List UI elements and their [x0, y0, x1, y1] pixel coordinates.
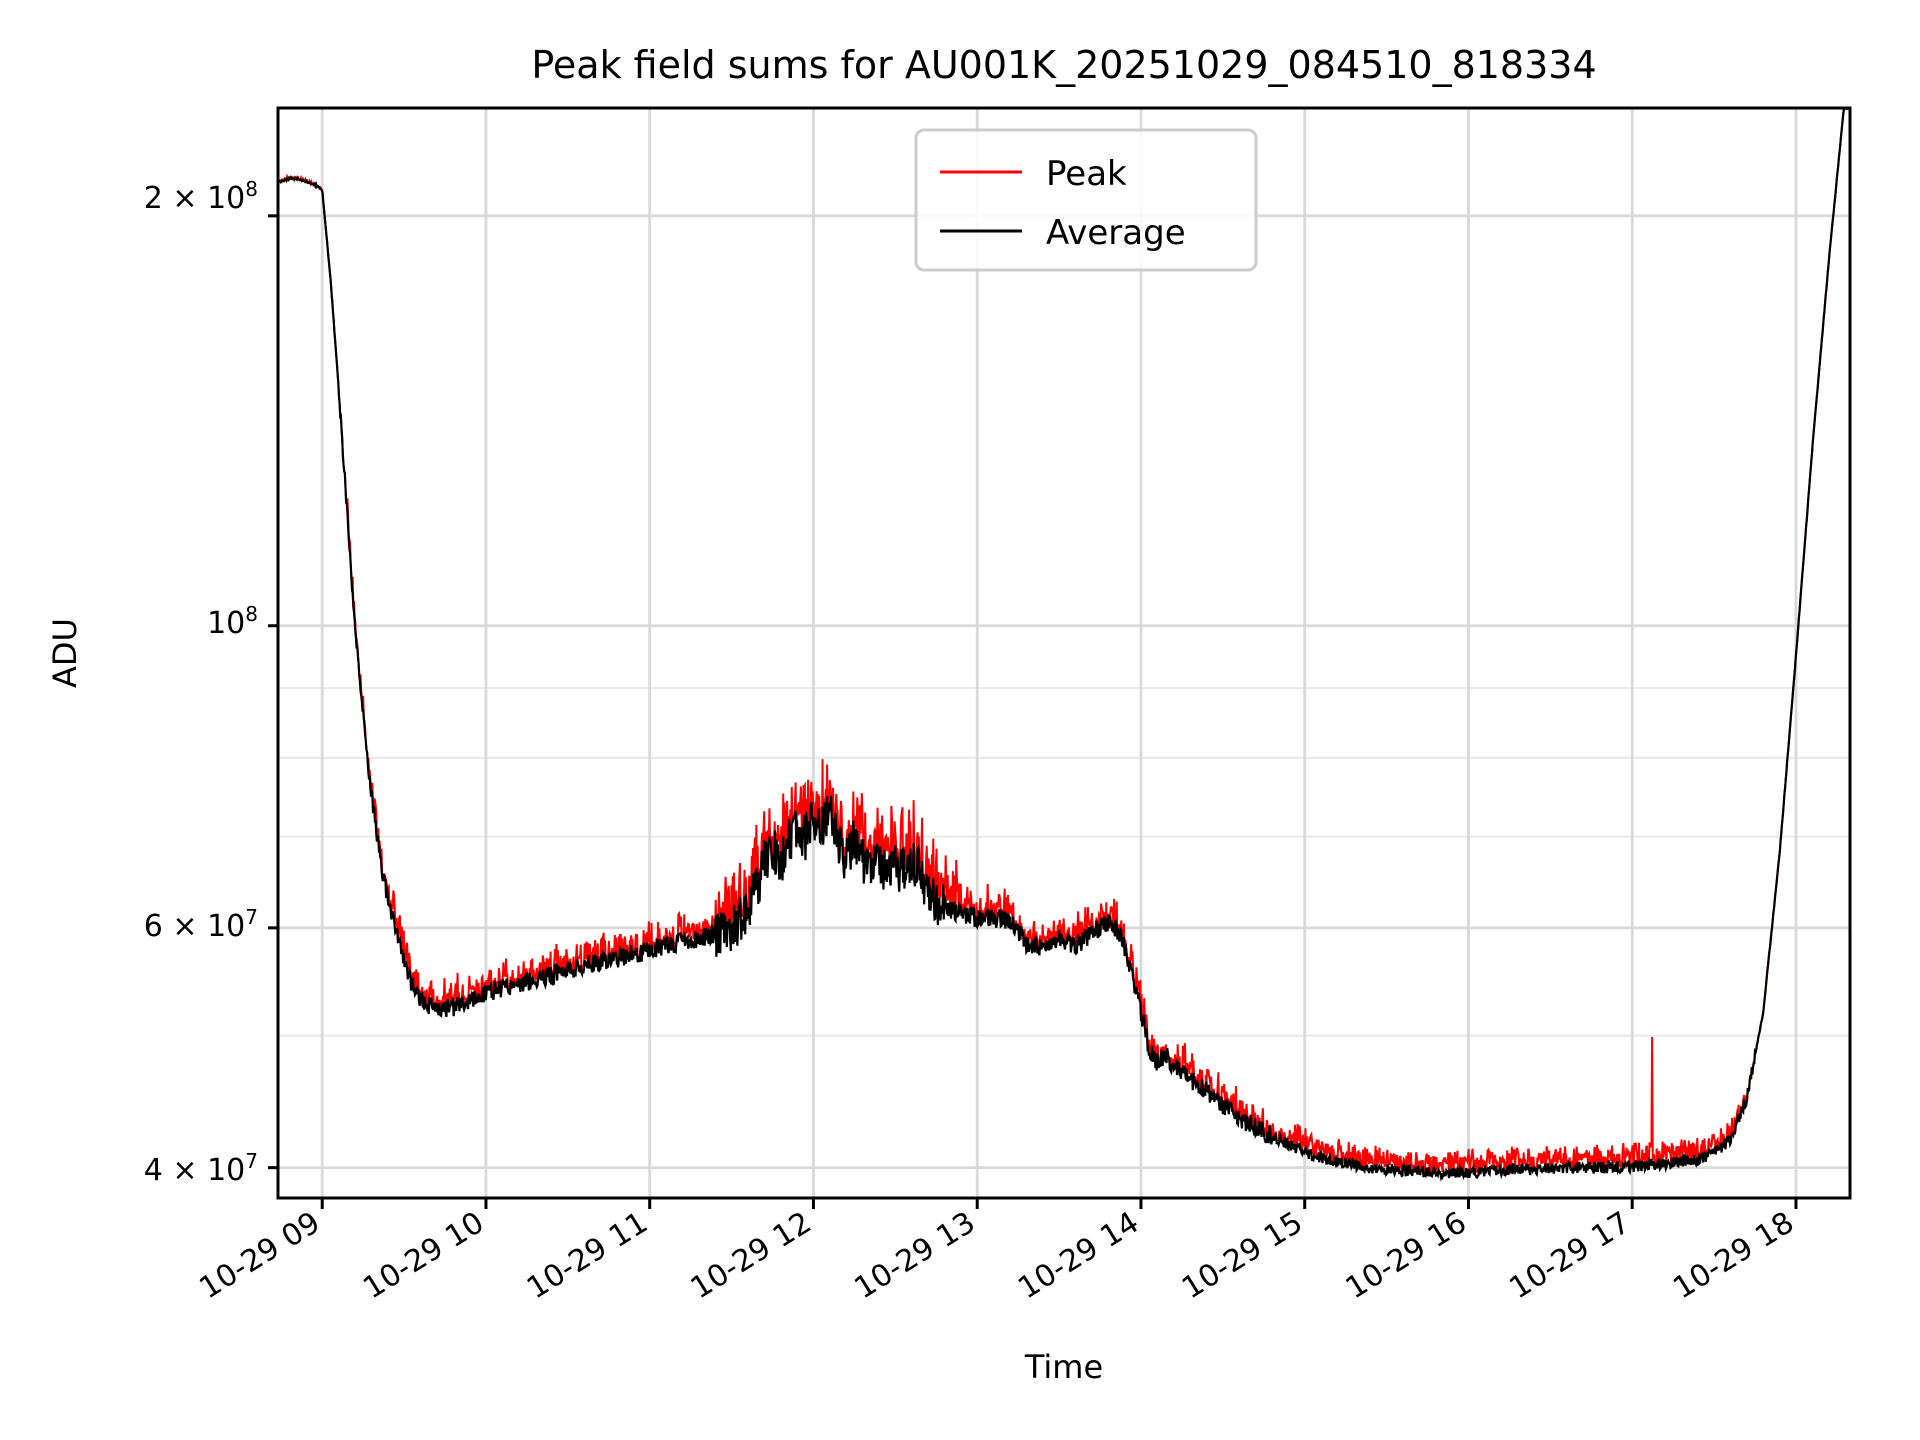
y-tick-label-4e7: 4 × 107: [144, 1149, 258, 1188]
chart-legend[interactable]: Peak Average: [914, 128, 1258, 272]
y-tick-label-1e8: 108: [207, 602, 258, 641]
legend-frame: [914, 128, 1258, 272]
legend-label-peak: Peak: [1046, 154, 1127, 194]
series-average-line: [278, 108, 1850, 1182]
x-axis-title: Time: [1024, 1348, 1103, 1386]
data-series-layer: [278, 108, 1850, 1182]
axes-spines: [276, 106, 1852, 1200]
y-axis-ticks: [268, 214, 278, 1170]
x-axis-ticks: [320, 1198, 1798, 1209]
chart-title: Peak field sums for AU001K_20251029_0845…: [531, 43, 1596, 87]
y-axis-tick-labels: 2 × 108 108 6 × 107 4 × 107: [144, 177, 258, 1188]
y-axis-title: ADU: [46, 618, 84, 688]
legend-label-average: Average: [1046, 213, 1186, 253]
plot-area-background: [278, 108, 1850, 1198]
grid-vertical: [320, 108, 1798, 1198]
y-tick-label-2e8: 2 × 108: [144, 177, 258, 216]
series-peak-line: [278, 108, 1850, 1177]
y-tick-label-6e7: 6 × 107: [144, 905, 258, 944]
